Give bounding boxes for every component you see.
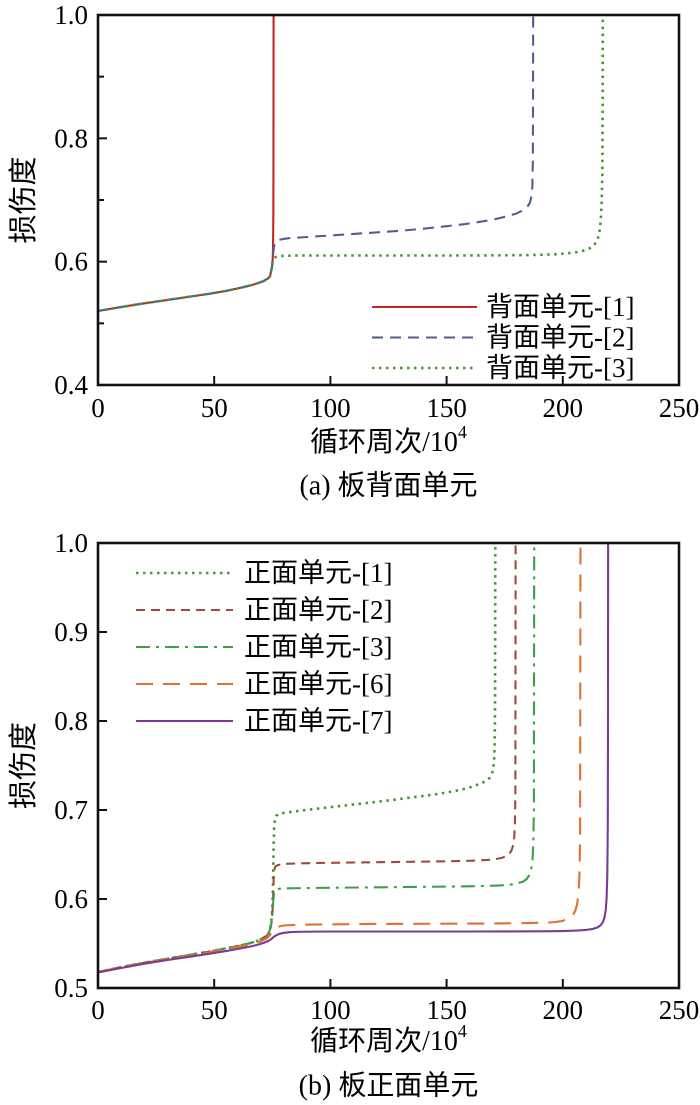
legend-label: 正面单元-[6] (244, 669, 392, 699)
x-tick-label: 250 (659, 393, 700, 423)
x-tick-label: 100 (310, 393, 351, 423)
y-tick-label: 0.9 (54, 617, 88, 647)
legend-label: 正面单元-[1] (244, 558, 392, 588)
x-tick-label: 100 (310, 995, 351, 1025)
legend-label: 正面单元-[2] (244, 595, 392, 625)
legend-label: 正面单元-[3] (244, 632, 392, 662)
chart-caption-a: (a) 板背面单元 (299, 470, 477, 502)
y-tick-label: 0.8 (54, 706, 88, 736)
y-tick-label: 1.0 (54, 528, 88, 558)
y-tick-label: 0.4 (54, 370, 88, 400)
chart-caption-b: (b) 板正面单元 (299, 1070, 479, 1102)
x-tick-label: 50 (201, 995, 228, 1025)
y-tick-label: 0.8 (54, 123, 88, 153)
x-axis-label: 循环周次/104 (310, 422, 467, 458)
series-group-b (98, 543, 610, 974)
x-tick-label: 250 (659, 995, 700, 1025)
legend-label: 背面单元-[3] (486, 353, 634, 383)
series-a-3-curve (98, 15, 605, 313)
legend-label: 背面单元-[1] (486, 292, 634, 322)
legend-label: 背面单元-[2] (486, 323, 634, 353)
plot-frame-b (96, 541, 681, 990)
series-group-a (98, 15, 605, 313)
x-tick-label: 200 (543, 393, 584, 423)
x-tick-label: 0 (91, 393, 105, 423)
series-b-4-curve (98, 543, 582, 974)
x-tick-label: 50 (201, 393, 228, 423)
x-tick-label: 150 (426, 393, 467, 423)
x-tick-label: 150 (426, 995, 467, 1025)
series-a-2-curve (98, 15, 535, 313)
x-tick-label: 0 (91, 995, 105, 1025)
y-tick-label: 1.0 (54, 0, 88, 30)
y-tick-label: 0.5 (54, 973, 88, 1003)
legend-b: 正面单元-[1] 正面单元-[2] 正面单元-[3] 正面单元-[6] 正面单元-[7] (136, 558, 392, 736)
x-tick-label: 200 (543, 995, 584, 1025)
y-tick-label: 0.6 (54, 247, 88, 277)
series-b-3-curve (98, 543, 536, 974)
legend-label: 正面单元-[7] (244, 706, 392, 736)
y-tick-label: 0.6 (54, 884, 88, 914)
series-b-5-curve (98, 543, 610, 974)
chart-a: 0 50 100 150 200 250 0.4 0.6 0.8 1.0 循环周次/104 损伤度 (a… (7, 0, 699, 502)
y-axis-label: 损伤度 (7, 156, 40, 243)
x-axis-label: 循环周次/104 (310, 1021, 467, 1057)
chart-b: 0 50 100 150 200 250 0.5 0.6 0.7 0.8 0.9 1.0 循环周次/10… (7, 528, 699, 1102)
y-tick-label: 0.7 (54, 795, 88, 825)
legend-a: 背面单元-[1]背面单元-[2]背面单元-[3] (372, 292, 634, 383)
y-axis-label: 损伤度 (7, 722, 40, 809)
